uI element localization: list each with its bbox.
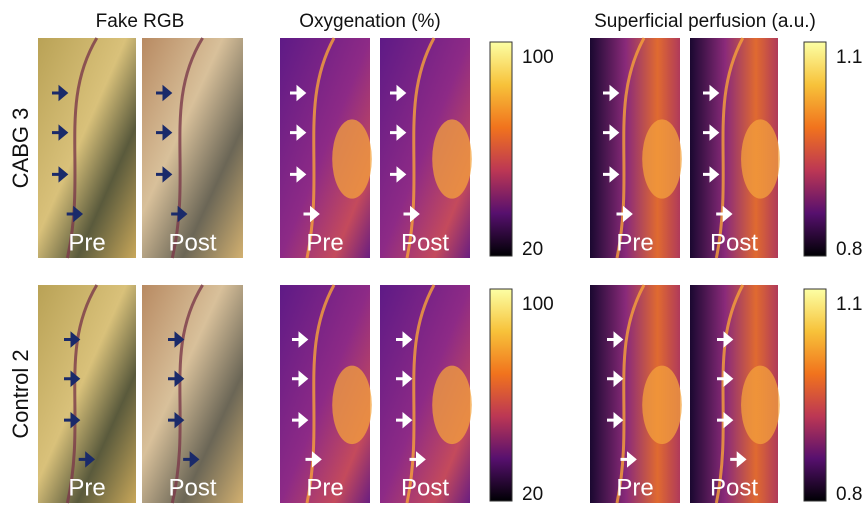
column-title: Oxygenation (%) xyxy=(299,11,441,32)
bright-region xyxy=(642,366,682,444)
panel-label: Pre xyxy=(68,474,105,501)
image-panel xyxy=(38,285,136,503)
panel-label: Post xyxy=(168,474,216,501)
image-panel xyxy=(38,38,136,258)
panel-label: Post xyxy=(168,229,216,256)
panel-label: Pre xyxy=(616,229,653,256)
bright-region xyxy=(332,366,372,444)
colorbar-max: 100 xyxy=(522,294,554,315)
image-panel xyxy=(142,285,243,503)
colorbar-max: 1.1 xyxy=(836,47,862,68)
colorbar-max: 1.1 xyxy=(836,294,862,315)
row-label: Control 2 xyxy=(8,349,33,438)
bright-region xyxy=(741,366,780,444)
panel-label: Post xyxy=(401,474,449,501)
colorbar-min: 0.8 xyxy=(836,484,862,505)
image-panel xyxy=(142,38,243,258)
colorbar-min: 0.8 xyxy=(836,239,862,260)
colorbar xyxy=(804,42,826,256)
column-title: Superficial perfusion (a.u.) xyxy=(594,11,816,32)
bright-region xyxy=(741,119,780,198)
bright-region xyxy=(432,366,472,444)
bright-region xyxy=(432,119,472,198)
bright-region xyxy=(642,119,682,198)
panel-label: Post xyxy=(401,229,449,256)
panel-label: Post xyxy=(710,229,758,256)
colorbar xyxy=(490,42,512,256)
figure: Fake RGB Oxygenation (%) Superficial perfu… xyxy=(0,0,866,508)
panel-label: Pre xyxy=(306,229,343,256)
panel-label: Post xyxy=(710,474,758,501)
row-label: CABG 3 xyxy=(8,108,33,189)
panel-label: Pre xyxy=(68,229,105,256)
colorbar-max: 100 xyxy=(522,47,554,68)
colorbar xyxy=(804,289,826,501)
colorbar-min: 20 xyxy=(522,484,543,505)
panel-label: Pre xyxy=(306,474,343,501)
colorbar xyxy=(490,289,512,501)
bright-region xyxy=(332,119,372,198)
page: {"columns": ["Fake RGB", "Oxygenation (%… xyxy=(0,0,866,508)
colorbar-min: 20 xyxy=(522,239,543,260)
column-title: Fake RGB xyxy=(96,11,185,32)
panel-label: Pre xyxy=(616,474,653,501)
